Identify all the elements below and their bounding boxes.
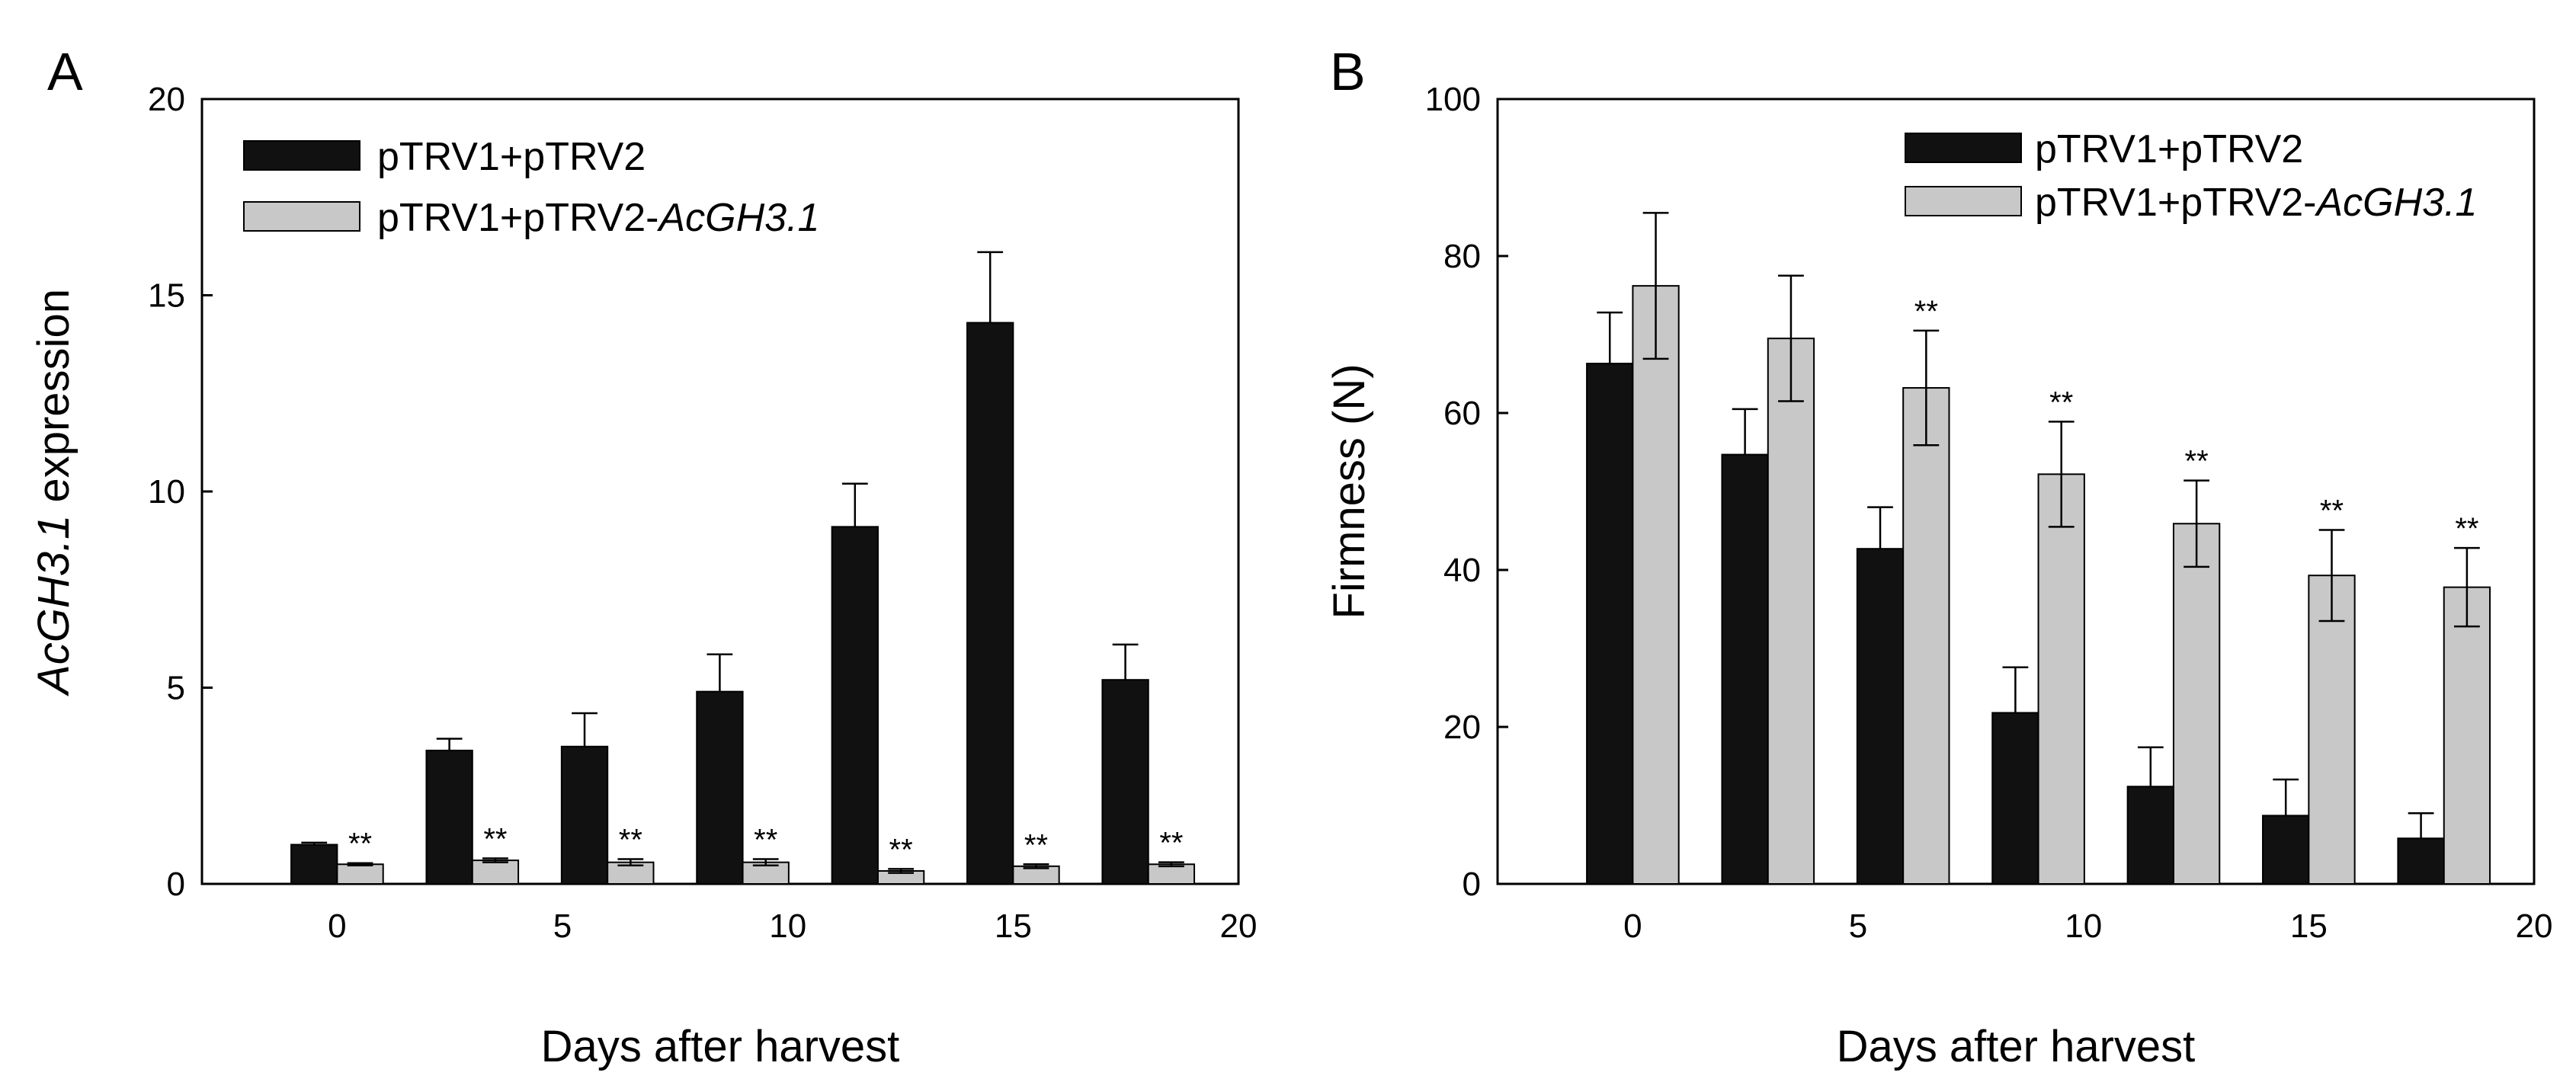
y-tick-label: 0 <box>1463 866 1481 903</box>
bar-series2-day-9 <box>2037 473 2085 885</box>
y-axis-label-a: AcGH3.1 expression <box>29 289 78 696</box>
x-tick-label: 5 <box>553 908 572 945</box>
legend-swatch-series2-b <box>1905 186 2022 216</box>
legend-label-series2-b: pTRV1+pTRV2-AcGH3.1 <box>2035 181 2477 225</box>
bar-series1-day-3 <box>425 749 473 885</box>
bar-series1-day-3 <box>1721 453 1769 885</box>
legend-b: pTRV1+pTRV2 pTRV1+pTRV2-AcGH3.1 <box>1905 127 2477 225</box>
significance-marker: ** <box>2049 386 2073 419</box>
significance-marker: ** <box>2320 494 2344 527</box>
y-tick-label: 15 <box>148 277 185 315</box>
significance-marker: ** <box>754 824 777 857</box>
bar-series1-day-0 <box>1586 363 1634 885</box>
legend-swatch-series1-b <box>1905 133 2022 163</box>
legend-a: pTRV1+pTRV2 pTRV1+pTRV2-AcGH3.1 <box>243 135 819 240</box>
x-axis-label-a: Days after harvest <box>541 1022 900 1071</box>
x-tick-label: 10 <box>769 908 806 945</box>
legend-label-series1-a: pTRV1+pTRV2 <box>377 135 646 179</box>
significance-marker: ** <box>2455 512 2478 546</box>
x-tick-label: 0 <box>1623 908 1642 945</box>
significance-marker: ** <box>1159 827 1183 860</box>
bar-series1-day-18 <box>2397 837 2445 885</box>
y-axis-label-b: Firmness (N) <box>1325 363 1374 619</box>
bar-series2-day-6 <box>1902 387 1950 885</box>
bar-series2-day-3 <box>471 860 520 885</box>
bar-series2-day-0 <box>1632 285 1680 885</box>
x-tick-label: 0 <box>328 908 346 945</box>
bar-series1-day-9 <box>1991 712 2039 885</box>
significance-marker: ** <box>2185 445 2209 479</box>
y-tick-label: 20 <box>1443 709 1481 746</box>
bar-series1-day-6 <box>1856 548 1905 885</box>
bar-series1-day-6 <box>560 745 609 885</box>
legend-label-series2-a: pTRV1+pTRV2-AcGH3.1 <box>377 196 819 240</box>
x-tick-label: 15 <box>995 908 1032 945</box>
y-tick-label: 10 <box>148 473 185 511</box>
significance-marker: ** <box>1024 828 1048 862</box>
chart-b: B 0 20 40 60 80 100 0 5 10 15 20 ** ** ** ** ** Firmn… <box>1325 42 2552 1071</box>
significance-marker: ** <box>1914 295 1938 328</box>
x-tick-label: 15 <box>2290 908 2328 945</box>
bar-series1-day-15 <box>2262 815 2310 885</box>
panel-label-a: A <box>47 42 83 101</box>
bar-series2-day-18 <box>1147 863 1196 885</box>
bar-series2-day-12 <box>2172 523 2221 885</box>
legend-swatch-series2-a <box>243 201 360 232</box>
bar-series1-day-12 <box>2126 786 2174 885</box>
legend-label-series1-b: pTRV1+pTRV2 <box>2035 127 2303 171</box>
bar-series1-day-18 <box>1101 679 1149 885</box>
x-tick-label: 20 <box>1220 908 1258 945</box>
x-tick-label: 5 <box>1849 908 1867 945</box>
y-tick-label: 60 <box>1443 395 1481 432</box>
y-tick-label: 0 <box>167 866 185 903</box>
bar-series1-day-9 <box>696 690 744 885</box>
bar-series2-day-15 <box>2308 575 2356 885</box>
chart-a: A 0 5 10 15 20 0 5 10 15 20 ** ** ** ** ** ** ** AcGH3… <box>29 42 1257 1071</box>
significance-marker: ** <box>483 823 507 856</box>
y-tick-label: 80 <box>1443 238 1481 275</box>
significance-marker: ** <box>348 828 372 861</box>
bar-series2-day-3 <box>1767 338 1815 885</box>
significance-marker: ** <box>619 824 642 857</box>
panel-label-b: B <box>1330 42 1366 101</box>
x-tick-label: 20 <box>2516 908 2553 945</box>
x-tick-label: 10 <box>2065 908 2102 945</box>
y-tick-label: 40 <box>1443 552 1481 589</box>
bar-series1-day-12 <box>831 526 879 885</box>
bar-series1-day-0 <box>290 844 338 885</box>
significance-marker: ** <box>889 833 913 866</box>
bar-series2-day-0 <box>336 863 384 885</box>
bar-series2-day-18 <box>2443 586 2491 885</box>
y-tick-label: 100 <box>1425 81 1481 118</box>
bar-series1-day-15 <box>966 322 1014 885</box>
y-tick-label: 5 <box>167 670 185 707</box>
legend-swatch-series1-a <box>243 140 360 171</box>
x-axis-label-b: Days after harvest <box>1837 1022 2196 1071</box>
y-tick-label: 20 <box>148 81 185 118</box>
